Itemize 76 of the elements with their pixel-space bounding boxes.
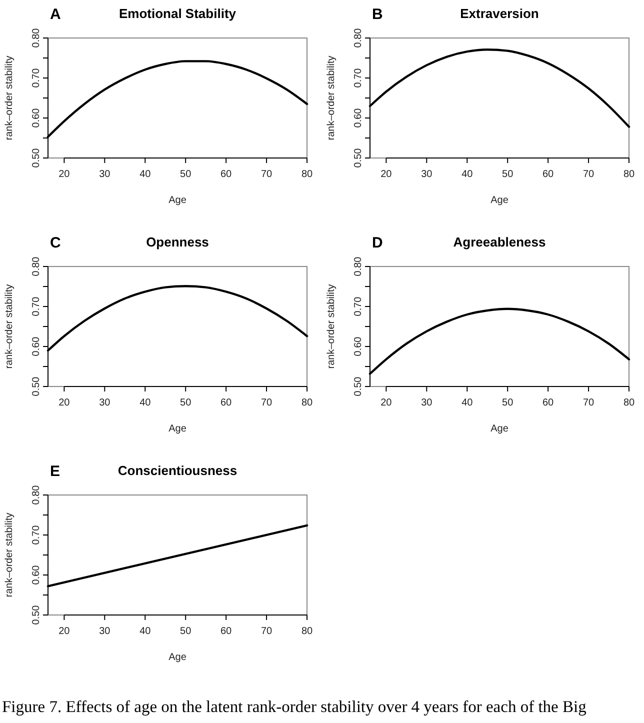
- y-axis-title: rank–order stability: [4, 284, 15, 369]
- x-tick-label: 50: [180, 626, 192, 637]
- x-tick-label: 80: [301, 398, 313, 408]
- x-tick-label: 40: [140, 398, 152, 408]
- y-tick-label: 0.60: [31, 108, 42, 128]
- x-tick-label: 20: [380, 169, 392, 180]
- y-tick-label: 0.80: [353, 256, 364, 276]
- x-tick-label: 30: [99, 398, 111, 408]
- x-tick-label: 80: [623, 398, 635, 408]
- x-axis-title: Age: [168, 652, 187, 663]
- x-tick-label: 80: [301, 169, 313, 180]
- y-tick-label: 0.60: [353, 336, 364, 356]
- y-tick-label: 0.70: [31, 68, 42, 88]
- x-tick-label: 70: [260, 398, 273, 408]
- x-axis-title: Age: [168, 424, 187, 434]
- text: E: [50, 463, 60, 480]
- x-tick-label: 40: [462, 398, 474, 408]
- x-tick-label: 50: [180, 398, 192, 408]
- chart-title: Extraversion: [460, 6, 539, 21]
- x-tick-label: 40: [462, 169, 474, 180]
- x-tick-label: 70: [582, 398, 595, 408]
- x-tick-label: 70: [582, 169, 595, 180]
- x-tick-label: 30: [99, 626, 111, 637]
- chart-title: Openness: [146, 234, 209, 250]
- y-axis-title: rank–order stability: [326, 56, 337, 140]
- y-tick-label: 0.80: [31, 484, 42, 505]
- x-tick-label: 40: [140, 169, 152, 180]
- y-tick-label: 0.80: [31, 28, 42, 48]
- y-tick-label: 0.60: [31, 336, 42, 356]
- chart-title: Agreeableness: [453, 234, 546, 250]
- caption: Figure 7. Effects of age on the latent rank-order stability over 4 years for each of the Big: [2, 697, 586, 716]
- x-tick-label: 80: [301, 626, 313, 637]
- x-tick-label: 50: [180, 169, 192, 180]
- chart-title: Conscientiousness: [118, 463, 238, 478]
- chart-title: Emotional Stability: [118, 6, 237, 21]
- y-tick-label: 0.70: [353, 296, 364, 316]
- x-tick-label: 20: [58, 398, 70, 408]
- text: A: [50, 6, 61, 23]
- x-tick-label: 70: [260, 169, 273, 180]
- y-tick-label: 0.50: [31, 148, 42, 168]
- x-tick-label: 30: [421, 398, 433, 408]
- x-tick-label: 60: [220, 398, 232, 408]
- y-tick-label: 0.60: [353, 108, 364, 128]
- x-tick-label: 60: [542, 398, 554, 408]
- x-tick-label: 50: [502, 169, 514, 180]
- x-tick-label: 20: [58, 169, 70, 180]
- x-tick-label: 80: [623, 169, 635, 180]
- x-axis-title: Age: [490, 424, 509, 434]
- y-tick-label: 0.70: [353, 68, 364, 88]
- x-tick-label: 20: [380, 398, 392, 408]
- x-tick-label: 60: [542, 169, 554, 180]
- text: D: [372, 234, 383, 252]
- x-tick-label: 20: [58, 626, 70, 637]
- y-tick-label: 0.70: [31, 296, 42, 316]
- y-tick-label: 0.80: [353, 28, 364, 48]
- x-tick-label: 50: [502, 398, 514, 408]
- text: C: [50, 234, 61, 252]
- y-tick-label: 0.70: [31, 524, 42, 545]
- y-tick-label: 0.50: [353, 148, 364, 168]
- x-tick-label: 30: [421, 169, 433, 180]
- y-tick-label: 0.50: [31, 376, 42, 396]
- x-axis-title: Age: [168, 195, 187, 206]
- y-tick-label: 0.60: [31, 564, 42, 585]
- y-tick-label: 0.80: [31, 256, 42, 276]
- y-tick-label: 0.50: [353, 376, 364, 396]
- y-tick-label: 0.50: [31, 604, 42, 625]
- y-axis-title: rank–order stability: [4, 512, 15, 598]
- x-tick-label: 40: [140, 626, 152, 637]
- x-tick-label: 70: [260, 626, 273, 637]
- x-tick-label: 30: [99, 169, 111, 180]
- x-tick-label: 60: [220, 169, 232, 180]
- y-axis-title: rank–order stability: [4, 56, 15, 140]
- text: B: [372, 6, 383, 23]
- x-axis-title: Age: [490, 195, 509, 206]
- y-axis-title: rank–order stability: [326, 284, 337, 369]
- x-tick-label: 60: [220, 626, 232, 637]
